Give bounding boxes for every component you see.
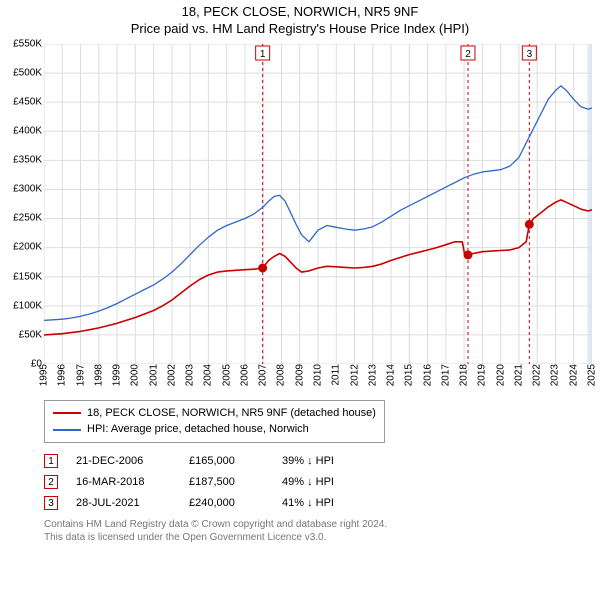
legend-swatch [53,429,81,431]
x-tick-label: 2005 [221,364,232,386]
svg-text:3: 3 [527,49,533,60]
x-tick-label: 2015 [404,364,415,386]
y-tick-label: £550K [13,38,42,49]
legend-label: HPI: Average price, detached house, Norw… [87,421,309,438]
svg-text:1: 1 [260,49,266,60]
x-tick-label: 1995 [39,364,50,386]
x-tick-label: 2007 [258,364,269,386]
footer-line: Contains HM Land Registry data © Crown c… [44,519,592,532]
x-tick-label: 2025 [587,364,598,386]
sale-marker-row: 1 21-DEC-2006 £165,000 39% ↓ HPI [44,451,592,472]
y-tick-label: £200K [13,242,42,253]
y-axis: £0£50K£100K£150K£200K£250K£300K£350K£400… [8,44,44,364]
chart-title: 18, PECK CLOSE, NORWICH, NR5 9NF [8,4,592,21]
x-tick-label: 1996 [57,364,68,386]
x-tick-label: 2024 [568,364,579,386]
attribution-footer: Contains HM Land Registry data © Crown c… [44,519,592,544]
sale-marker-date: 21-DEC-2006 [76,451,171,472]
x-tick-label: 2008 [276,364,287,386]
x-tick-label: 2020 [495,364,506,386]
x-tick-label: 2002 [166,364,177,386]
y-tick-label: £50K [19,329,42,340]
y-tick-label: £100K [13,300,42,311]
x-tick-label: 1999 [112,364,123,386]
y-tick-label: £500K [13,67,42,78]
sale-marker-row: 3 28-JUL-2021 £240,000 41% ↓ HPI [44,493,592,514]
sale-marker-badge: 3 [44,496,58,510]
y-tick-label: £300K [13,184,42,195]
legend-item-hpi: HPI: Average price, detached house, Norw… [53,421,376,438]
sale-marker-badge: 1 [44,454,58,468]
y-tick-label: £150K [13,271,42,282]
footer-line: This data is licensed under the Open Gov… [44,532,592,545]
sale-marker-price: £165,000 [189,451,264,472]
x-tick-label: 2019 [477,364,488,386]
x-tick-label: 2009 [294,364,305,386]
sale-marker-delta: 39% ↓ HPI [282,451,334,472]
x-tick-label: 1998 [93,364,104,386]
sale-marker-delta: 41% ↓ HPI [282,493,334,514]
legend-swatch [53,412,81,414]
x-tick-label: 2006 [239,364,250,386]
sale-markers-table: 1 21-DEC-2006 £165,000 39% ↓ HPI 2 16-MAR-201… [44,451,592,514]
legend-item-price-paid: 18, PECK CLOSE, NORWICH, NR5 9NF (detach… [53,405,376,422]
x-tick-label: 2000 [130,364,141,386]
x-tick-label: 2001 [148,364,159,386]
sale-marker-row: 2 16-MAR-2018 £187,500 49% ↓ HPI [44,472,592,493]
sale-marker-price: £187,500 [189,472,264,493]
x-tick-label: 2021 [513,364,524,386]
y-tick-label: £250K [13,213,42,224]
svg-text:2: 2 [465,49,471,60]
y-tick-label: £400K [13,126,42,137]
legend: 18, PECK CLOSE, NORWICH, NR5 9NF (detach… [44,400,385,443]
x-tick-label: 2004 [203,364,214,386]
x-tick-label: 2011 [331,364,342,386]
x-tick-label: 2003 [185,364,196,386]
x-tick-label: 2016 [422,364,433,386]
x-tick-label: 2017 [440,364,451,386]
x-tick-label: 2012 [349,364,360,386]
legend-label: 18, PECK CLOSE, NORWICH, NR5 9NF (detach… [87,405,376,422]
x-tick-label: 1997 [75,364,86,386]
sale-marker-date: 16-MAR-2018 [76,472,171,493]
x-tick-label: 2023 [550,364,561,386]
sale-marker-delta: 49% ↓ HPI [282,472,334,493]
chart-subtitle: Price paid vs. HM Land Registry's House … [8,21,592,38]
x-tick-label: 2010 [313,364,324,386]
y-tick-label: £450K [13,96,42,107]
x-tick-label: 2018 [459,364,470,386]
x-tick-label: 2013 [367,364,378,386]
plot-area: 1 2 3 [44,44,592,364]
sale-marker-date: 28-JUL-2021 [76,493,171,514]
x-tick-label: 2022 [532,364,543,386]
x-axis: 1995199619971998199920002001200220032004… [44,364,592,398]
sale-marker-price: £240,000 [189,493,264,514]
x-tick-label: 2014 [386,364,397,386]
y-tick-label: £350K [13,155,42,166]
sale-marker-badge: 2 [44,475,58,489]
